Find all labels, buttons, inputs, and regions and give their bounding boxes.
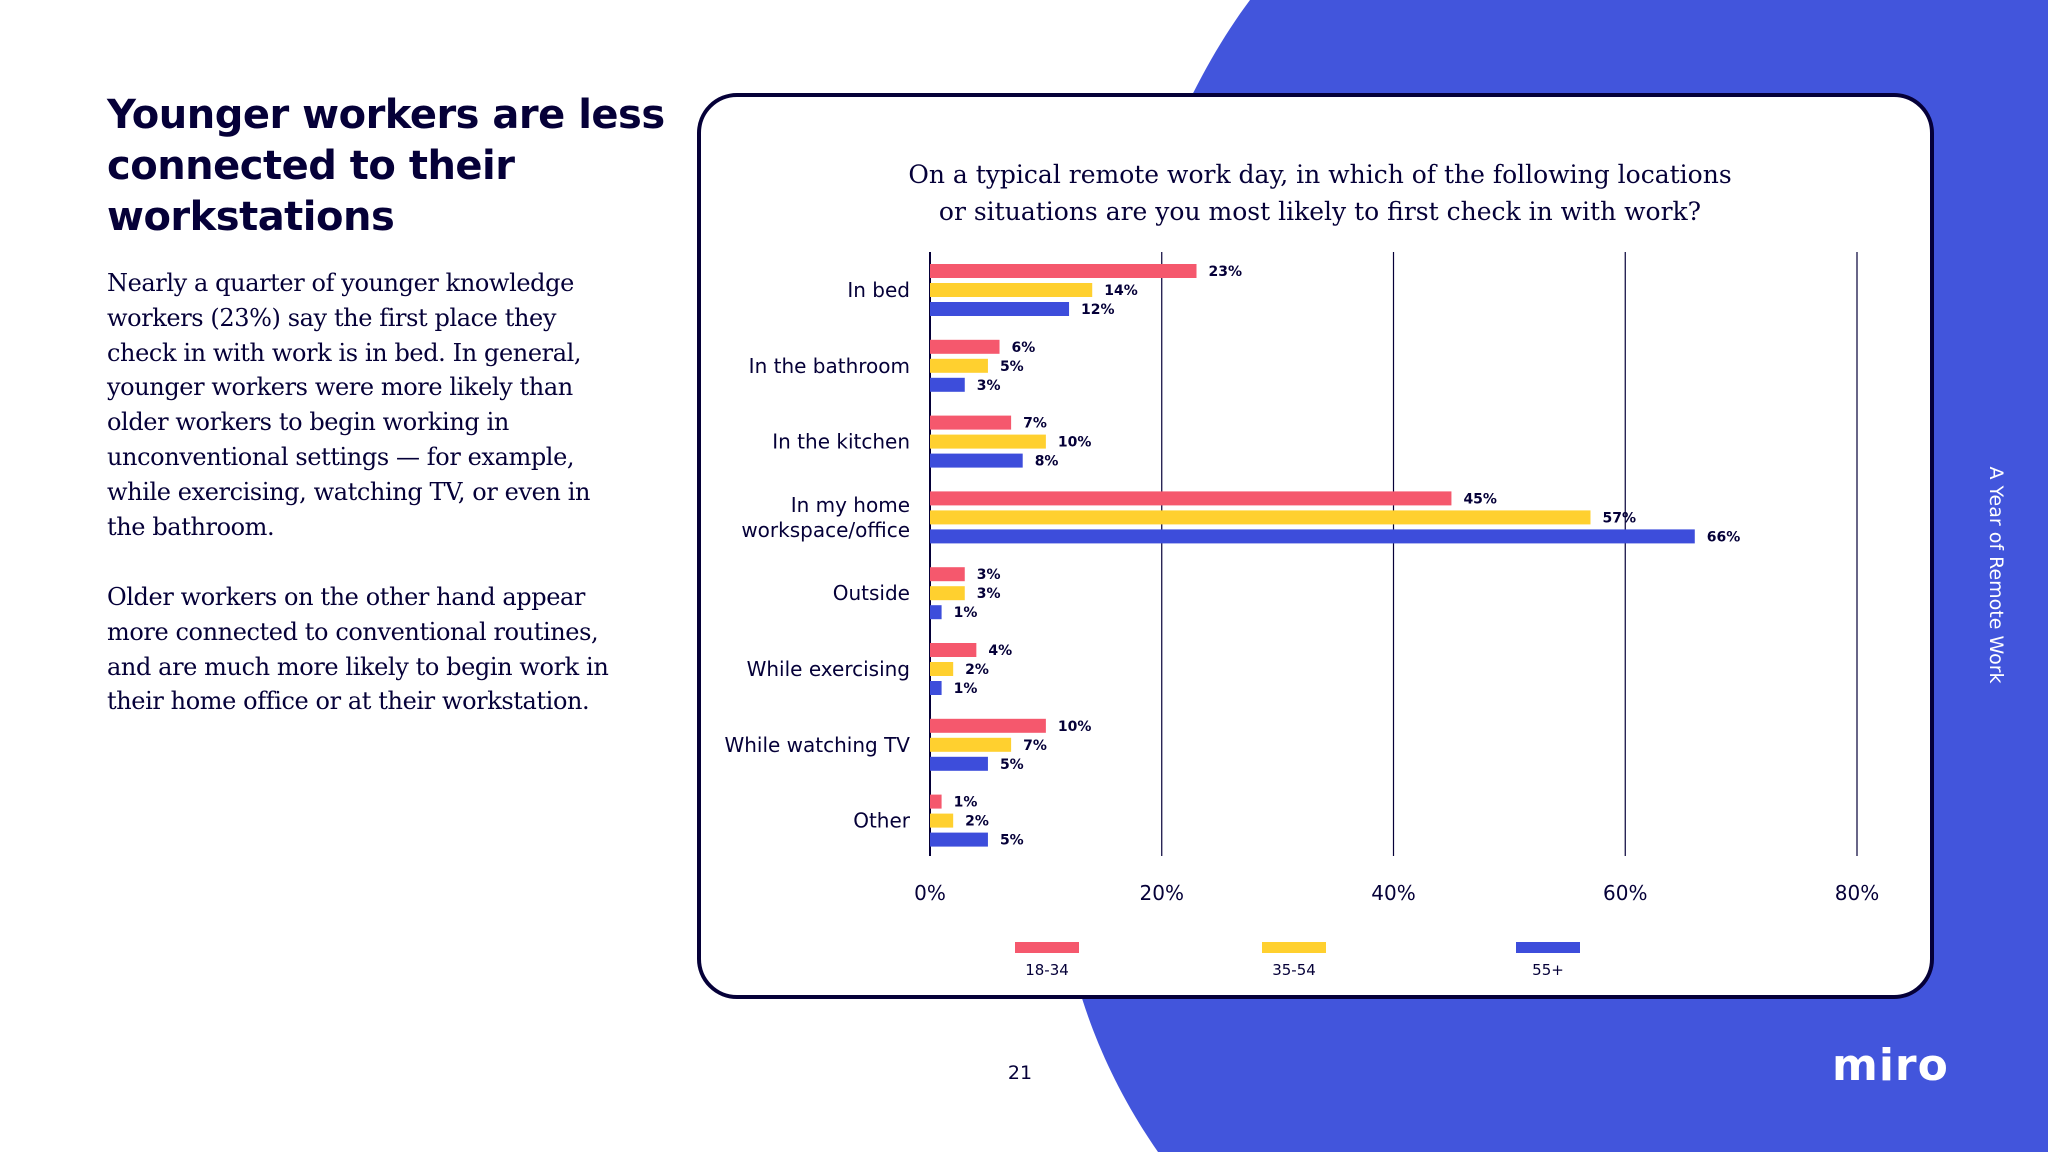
body-paragraph-1: Nearly a quarter of younger knowledge wo… [107,269,591,541]
bar [930,756,988,771]
bar [930,643,977,657]
bar [930,302,1070,316]
bar [930,605,942,620]
legend-swatch [1015,942,1079,953]
data-label: 45% [1463,491,1497,507]
bar [930,529,1695,544]
legend-label: 18-34 [1025,961,1069,979]
bar [930,567,965,582]
category-label: In bed [847,278,910,302]
data-label: 7% [1023,416,1047,432]
bar [930,264,1197,278]
bar [930,283,1093,297]
legend-swatch [1516,942,1580,953]
x-tick-label: 0% [914,881,946,905]
bar [930,510,1591,525]
bar [930,681,942,695]
data-label: 6% [1012,340,1036,356]
data-label: 5% [1000,359,1024,375]
data-label: 1% [954,795,978,811]
x-tick-label: 20% [1140,881,1184,905]
data-label: 23% [1209,264,1243,280]
category-label: While watching TV [724,733,910,757]
x-tick-label: 60% [1603,881,1647,905]
data-label: 3% [977,586,1001,602]
legend-swatch [1262,942,1326,953]
legend-label: 55+ [1532,961,1564,979]
data-label: 5% [1000,757,1024,773]
bar [930,832,988,847]
bar [930,737,1012,752]
x-tick-label: 40% [1371,881,1415,905]
bar [930,453,1023,468]
body-paragraph-2: Older workers on the other hand appear m… [107,583,609,716]
bar [930,813,954,828]
x-tick-label: 80% [1835,881,1879,905]
data-label: 66% [1707,529,1741,545]
category-label: In the bathroom [749,354,910,378]
data-label: 2% [965,662,989,678]
bar [930,662,954,676]
category-label: In my home [791,493,910,517]
data-label: 10% [1058,719,1092,735]
data-label: 4% [988,643,1012,659]
category-label: While exercising [747,657,910,681]
bar [930,415,1012,430]
data-label: 3% [977,378,1001,394]
bar [930,377,965,392]
data-label: 14% [1104,283,1138,299]
legend-label: 35-54 [1272,961,1316,979]
chart-card [697,93,1934,999]
page-headline: Younger workers are less connected to th… [107,92,665,240]
data-label: 57% [1602,510,1636,526]
bar [930,586,965,601]
page-number: 21 [1007,1062,1033,1084]
bar [930,794,942,809]
data-label: 2% [965,814,989,830]
bar [930,434,1046,449]
miro-logo: miro [1832,1040,1949,1091]
data-label: 12% [1081,302,1115,318]
category-label: workspace/office [741,518,910,542]
category-label: In the kitchen [772,430,910,454]
chart-title: On a typical remote work day, in which o… [908,160,1732,226]
category-label: Outside [833,581,910,605]
data-label: 7% [1023,738,1047,754]
bar [930,339,1000,354]
data-label: 1% [954,681,978,697]
data-label: 3% [977,567,1001,583]
data-label: 5% [1000,833,1024,849]
bar [930,358,988,373]
data-label: 1% [954,605,978,621]
side-label-text: A Year of Remote Work [1985,466,2007,684]
bar [930,718,1046,733]
category-label: Other [853,809,911,833]
data-label: 8% [1035,454,1059,470]
bar [930,491,1452,506]
data-label: 10% [1058,435,1092,451]
